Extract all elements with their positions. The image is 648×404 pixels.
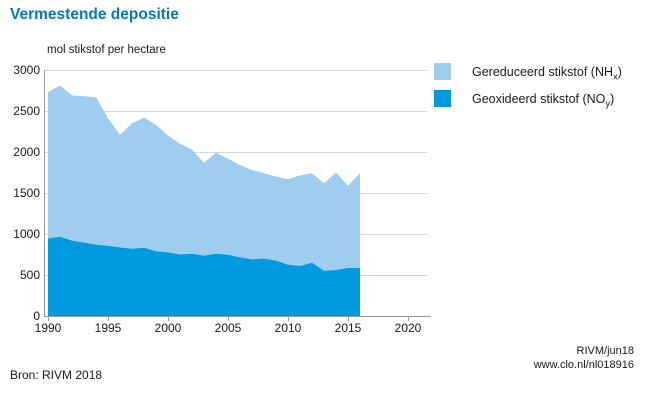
y-tick-label-1500: 1500 (13, 186, 40, 200)
x-tick-2015 (348, 316, 349, 321)
x-tick-2020 (408, 316, 409, 321)
x-tick-2000 (168, 316, 169, 321)
source-note: Bron: RIVM 2018 (10, 368, 103, 382)
credits: RIVM/jun18 www.clo.nl/nl018916 (534, 344, 634, 372)
y-axis-unit-label: mol stikstof per hectare (47, 44, 166, 56)
legend-item-nhx: Gereduceerd stikstof (NHx) (434, 63, 622, 82)
credit-url[interactable]: www.clo.nl/nl018916 (533, 359, 634, 371)
y-tick-label-0: 0 (33, 309, 40, 323)
y-tick-label-3000: 3000 (13, 63, 40, 77)
legend-label-nhx-text: Gereduceerd stikstof (NH (472, 64, 614, 79)
gridline-y-2500 (44, 110, 427, 112)
legend-swatch-nhx (434, 63, 451, 80)
x-tick-2010 (288, 316, 289, 321)
y-tick-label-2500: 2500 (13, 104, 40, 118)
x-tick-label-1995: 1995 (94, 321, 122, 335)
x-tick-label-2020: 2020 (394, 321, 422, 335)
legend: Gereduceerd stikstof (NHx) Geoxideerd st… (434, 63, 622, 117)
legend-label-nhx-suffix: ) (617, 64, 622, 79)
x-tick-label-1990: 1990 (34, 321, 62, 335)
legend-label-noy-text: Geoxideerd stikstof (NO (472, 91, 606, 106)
legend-swatch-noy (434, 90, 451, 107)
y-tick-label-1000: 1000 (13, 227, 40, 241)
legend-label-nhx-subscript: x (613, 71, 618, 82)
x-tick-label-2000: 2000 (154, 321, 182, 335)
legend-label-noy-suffix: ) (610, 91, 615, 106)
legend-label-nhx: Gereduceerd stikstof (NHx) (472, 64, 622, 82)
y-tick-label-500: 500 (19, 268, 40, 282)
y-axis-line (44, 70, 45, 316)
gridline-y-3000 (44, 69, 427, 71)
x-axis-line (44, 316, 431, 317)
x-tick-1995 (108, 316, 109, 321)
y-tick-label-2000: 2000 (13, 145, 40, 159)
legend-label-noy: Geoxideerd stikstof (NOy) (472, 91, 615, 109)
x-tick-label-2005: 2005 (214, 321, 242, 335)
legend-label-noy-subscript: y (605, 98, 611, 109)
gridline-y-2000 (44, 151, 427, 153)
x-tick-1990 (48, 316, 49, 321)
x-tick-label-2010: 2010 (274, 321, 302, 335)
page-title: Vermestende depositie (10, 6, 179, 23)
legend-item-noy: Geoxideerd stikstof (NOy) (434, 90, 622, 109)
x-tick-label-2015: 2015 (334, 321, 362, 335)
credit-publisher: RIVM/jun18 (576, 345, 634, 357)
area-noy-geoxideerd (48, 236, 360, 316)
x-tick-2005 (228, 316, 229, 321)
